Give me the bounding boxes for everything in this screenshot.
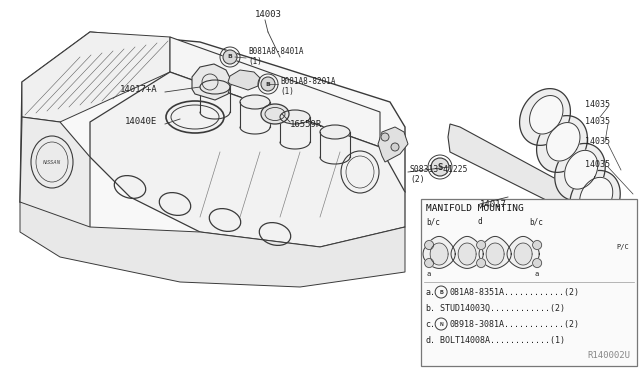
Polygon shape — [22, 32, 170, 122]
Text: b/c: b/c — [426, 217, 440, 226]
Polygon shape — [536, 116, 588, 172]
Text: B: B — [439, 289, 443, 295]
Polygon shape — [507, 237, 540, 269]
Polygon shape — [514, 243, 532, 265]
Polygon shape — [423, 237, 455, 269]
Text: (1): (1) — [280, 87, 294, 96]
Circle shape — [424, 241, 434, 250]
Polygon shape — [580, 177, 612, 216]
Text: b.: b. — [425, 304, 435, 312]
Text: N: N — [439, 321, 443, 327]
Text: B: B — [228, 55, 232, 60]
Circle shape — [431, 158, 449, 176]
Text: a.: a. — [425, 288, 435, 296]
Text: 14017+A: 14017+A — [120, 85, 157, 94]
Polygon shape — [479, 237, 511, 269]
Ellipse shape — [320, 125, 350, 139]
Circle shape — [532, 259, 541, 267]
Polygon shape — [520, 89, 570, 145]
Polygon shape — [192, 64, 232, 100]
Text: a: a — [427, 271, 431, 277]
Polygon shape — [547, 122, 580, 161]
Text: d.: d. — [425, 336, 435, 344]
Text: S: S — [437, 163, 443, 171]
Polygon shape — [448, 124, 580, 212]
Polygon shape — [570, 170, 620, 228]
Text: B: B — [266, 81, 271, 87]
Polygon shape — [529, 96, 563, 134]
Polygon shape — [555, 144, 605, 201]
Circle shape — [261, 77, 275, 91]
Circle shape — [477, 241, 486, 250]
Text: S08313-41225: S08313-41225 — [410, 165, 468, 174]
Circle shape — [532, 241, 541, 250]
Polygon shape — [20, 202, 405, 287]
Polygon shape — [451, 237, 483, 269]
Text: 14040E: 14040E — [125, 117, 157, 126]
Polygon shape — [378, 127, 408, 162]
Polygon shape — [458, 243, 476, 265]
Polygon shape — [564, 150, 598, 189]
FancyBboxPatch shape — [421, 199, 637, 366]
Polygon shape — [430, 243, 448, 265]
Polygon shape — [20, 117, 90, 237]
Text: 08918-3081A............(2): 08918-3081A............(2) — [449, 320, 579, 328]
Text: b/c: b/c — [529, 217, 543, 226]
Text: B081A8-8201A: B081A8-8201A — [280, 77, 335, 86]
Text: MANIFOLD MOUNTING: MANIFOLD MOUNTING — [426, 204, 524, 213]
Polygon shape — [20, 32, 405, 277]
Ellipse shape — [200, 80, 230, 94]
Text: a: a — [535, 271, 540, 277]
Text: 081A8-8351A............(2): 081A8-8351A............(2) — [449, 288, 579, 296]
Ellipse shape — [240, 95, 270, 109]
Ellipse shape — [280, 110, 310, 124]
Ellipse shape — [261, 104, 289, 124]
Circle shape — [381, 133, 389, 141]
Text: P/C: P/C — [616, 244, 628, 250]
Text: (2): (2) — [410, 175, 424, 184]
Polygon shape — [548, 202, 580, 224]
Circle shape — [223, 50, 237, 64]
Text: 14035: 14035 — [585, 160, 610, 169]
Text: STUD14003Q............(2): STUD14003Q............(2) — [435, 304, 565, 312]
Polygon shape — [170, 37, 380, 147]
Text: d: d — [477, 217, 482, 226]
Text: BOLT14008A............(1): BOLT14008A............(1) — [435, 336, 565, 344]
Text: c.: c. — [425, 320, 435, 328]
Text: 14035: 14035 — [585, 100, 610, 109]
Text: B081A8-8401A: B081A8-8401A — [248, 47, 303, 56]
Text: (1): (1) — [248, 57, 262, 66]
Text: NISSAN: NISSAN — [43, 160, 61, 164]
Text: 14035: 14035 — [585, 137, 610, 146]
Circle shape — [391, 143, 399, 151]
Text: R140002U: R140002U — [587, 351, 630, 360]
Text: 14003: 14003 — [255, 10, 282, 19]
Polygon shape — [228, 70, 260, 90]
Circle shape — [477, 259, 486, 267]
Text: 14035: 14035 — [585, 117, 610, 126]
Circle shape — [424, 259, 434, 267]
Text: 16559R: 16559R — [290, 120, 323, 129]
Polygon shape — [90, 72, 405, 247]
Polygon shape — [486, 243, 504, 265]
Text: 14017: 14017 — [480, 200, 507, 209]
